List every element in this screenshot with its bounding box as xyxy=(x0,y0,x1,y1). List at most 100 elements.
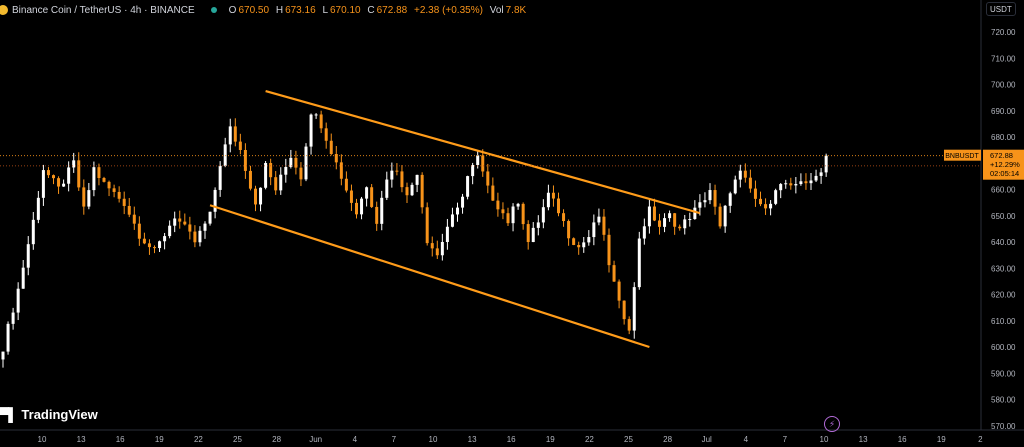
candle-body xyxy=(506,213,510,224)
volume-value: 7.8K xyxy=(505,4,527,16)
candle-body xyxy=(304,146,308,180)
y-tick-label: 620.00 xyxy=(991,291,1016,300)
currency-button[interactable]: USDT xyxy=(986,2,1016,16)
candle-body xyxy=(122,198,126,206)
candle-body xyxy=(647,206,651,227)
candle-body xyxy=(183,221,187,225)
candle-body xyxy=(743,170,747,178)
candle-body xyxy=(188,224,192,232)
candle-body xyxy=(11,312,15,324)
trendline-lower-channel[interactable] xyxy=(209,204,650,349)
candle-body xyxy=(526,224,530,243)
candle-body xyxy=(294,157,298,168)
candle-body xyxy=(486,171,490,186)
y-tick-label: 710.00 xyxy=(991,54,1016,63)
candle-body xyxy=(254,188,257,205)
tradingview-logo: ▀▌ TradingView xyxy=(0,407,98,422)
channel-trendlines[interactable] xyxy=(209,90,701,349)
candle-body xyxy=(516,203,520,207)
candle-body xyxy=(824,155,828,173)
candle-body xyxy=(627,319,631,331)
candle-body xyxy=(799,181,803,185)
candle-body xyxy=(784,183,788,185)
candle-body xyxy=(511,206,515,224)
candle-body xyxy=(309,114,313,147)
x-tick-label: 19 xyxy=(546,435,555,444)
time-axis[interactable]: 10 13 16 19 22 25 28 Jun 4 7 10 13 16 19 22 25 28 Jul 4 7 10… xyxy=(38,435,984,444)
x-tick-label: 13 xyxy=(77,435,86,444)
x-tick-label: 19 xyxy=(937,435,946,444)
candle-body xyxy=(723,205,727,227)
candle-body xyxy=(491,185,495,201)
candle-body xyxy=(243,149,247,171)
candle-body xyxy=(390,170,394,180)
candle-body xyxy=(173,218,177,226)
y-tick-label: 680.00 xyxy=(991,133,1016,142)
candle-body xyxy=(637,238,641,288)
candle-body xyxy=(738,170,742,180)
candle-body xyxy=(809,180,813,184)
x-tick-label: 28 xyxy=(663,435,672,444)
candle-body xyxy=(248,170,252,189)
candle-body xyxy=(344,178,348,191)
symbol-header: Binance Coin / TetherUS · 4h · BINANCE O… xyxy=(0,2,530,18)
symbol-title[interactable]: Binance Coin / TetherUS · 4h · BINANCE xyxy=(12,4,195,16)
candle-body xyxy=(496,200,500,210)
open-value: 670.50 xyxy=(238,4,270,16)
price-tag-price: 672.88 xyxy=(990,151,1013,160)
candle-body xyxy=(708,190,712,201)
candle-body xyxy=(582,242,586,248)
candle-body xyxy=(733,179,737,194)
candlestick-series xyxy=(1,110,828,368)
candle-body xyxy=(193,231,197,243)
candle-body xyxy=(77,160,81,188)
symbol-tag: BNBUSDT xyxy=(945,153,979,160)
candle-body xyxy=(450,214,454,227)
candle-body xyxy=(562,213,566,222)
candle-body xyxy=(779,184,783,191)
candle-body xyxy=(456,207,459,215)
x-tick-label: Jun xyxy=(309,435,322,444)
candle-body xyxy=(683,219,687,229)
candle-body xyxy=(587,237,591,243)
candle-body xyxy=(440,241,444,256)
x-tick-label: 2 xyxy=(978,435,983,444)
symbol-tag-bg xyxy=(944,149,981,161)
y-tick-label: 640.00 xyxy=(991,238,1016,247)
candle-body xyxy=(658,220,661,227)
lightning-icon[interactable]: ⚡ xyxy=(824,416,840,432)
candle-body xyxy=(198,230,202,243)
candle-body xyxy=(324,128,328,141)
candle-body xyxy=(16,288,20,313)
candle-body xyxy=(21,267,25,289)
price-axis[interactable]: 720.00710.00700.00690.00680.00670.00660.… xyxy=(991,28,1016,431)
candle-body xyxy=(365,187,369,199)
trendline-upper-channel[interactable] xyxy=(265,90,701,215)
tradingview-mark-icon: ▀▌ xyxy=(0,407,17,422)
x-tick-label: 10 xyxy=(820,435,829,444)
candle-body xyxy=(466,176,470,197)
candle-body xyxy=(31,219,35,245)
x-tick-label: 4 xyxy=(744,435,749,444)
x-tick-label: Jul xyxy=(702,435,712,444)
ohlc-values: O 670.50 H 673.16 L 670.10 C 672.88 +2.38 (+… xyxy=(229,5,531,16)
candle-body xyxy=(395,170,399,172)
candle-body xyxy=(6,323,10,352)
low-value: 670.10 xyxy=(330,4,361,16)
candle-body xyxy=(789,183,793,186)
candle-body xyxy=(137,223,141,239)
x-tick-label: 16 xyxy=(898,435,907,444)
candle-body xyxy=(703,200,707,203)
candle-body xyxy=(551,192,555,199)
x-tick-label: 16 xyxy=(507,435,516,444)
candle-body xyxy=(612,265,616,282)
candle-body xyxy=(461,196,465,208)
candle-body xyxy=(380,197,384,224)
candle-body xyxy=(238,141,242,150)
candle-body xyxy=(476,155,480,166)
x-tick-label: 13 xyxy=(859,435,868,444)
candle-body xyxy=(339,162,343,179)
candle-body xyxy=(415,174,419,185)
candle-body xyxy=(567,221,571,239)
